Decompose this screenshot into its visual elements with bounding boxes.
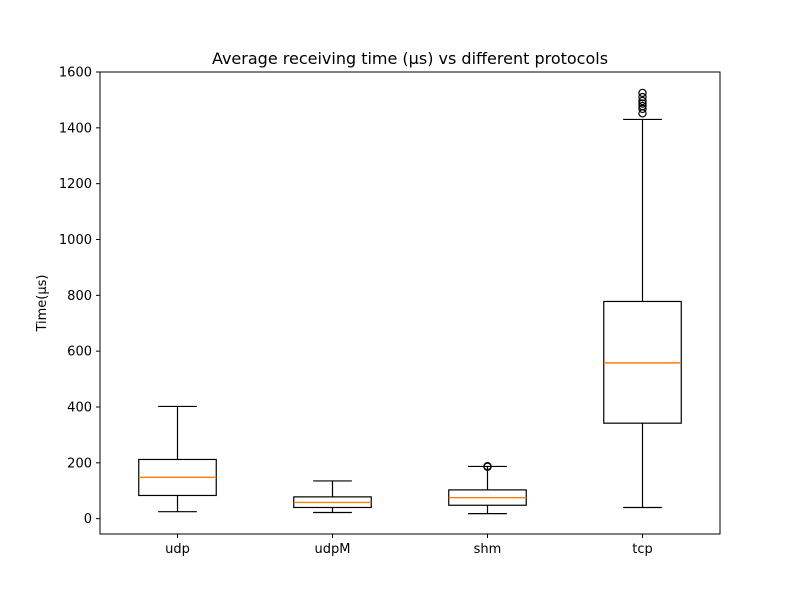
y-tick-label: 400: [67, 400, 92, 415]
plot-area: [96, 71, 682, 538]
outlier-point: [638, 99, 647, 108]
outlier-point: [638, 92, 647, 102]
x-tick-label: udp: [165, 542, 190, 557]
outlier-point: [483, 461, 492, 471]
box-udp: [138, 405, 217, 513]
x-tick-label: tcp: [632, 542, 653, 557]
y-tick-label: 1600: [59, 66, 92, 81]
y-tick-label: 1400: [59, 121, 92, 136]
outlier-point: [638, 104, 647, 114]
y-tick-label: 200: [67, 456, 92, 471]
x-tick-label: udpM: [315, 542, 351, 557]
outlier-point: [638, 101, 647, 111]
x-tick-label: shm: [474, 542, 502, 557]
y-tick-label: 0: [84, 512, 92, 527]
y-axis-label: Time(µs): [35, 274, 50, 332]
plot-frame: [99, 71, 721, 535]
y-tick-label: 600: [67, 345, 92, 360]
y-tick-label: 1000: [59, 233, 92, 248]
box-udpM: [293, 480, 372, 514]
box-shm: [448, 461, 527, 515]
chart-title: Average receiving time (µs) vs different…: [212, 49, 608, 68]
box-tcp: [603, 88, 682, 509]
y-tick-label: 800: [67, 289, 92, 304]
outlier-point: [638, 96, 647, 106]
outlier-point: [638, 88, 647, 98]
y-tick-label: 1200: [59, 177, 92, 192]
